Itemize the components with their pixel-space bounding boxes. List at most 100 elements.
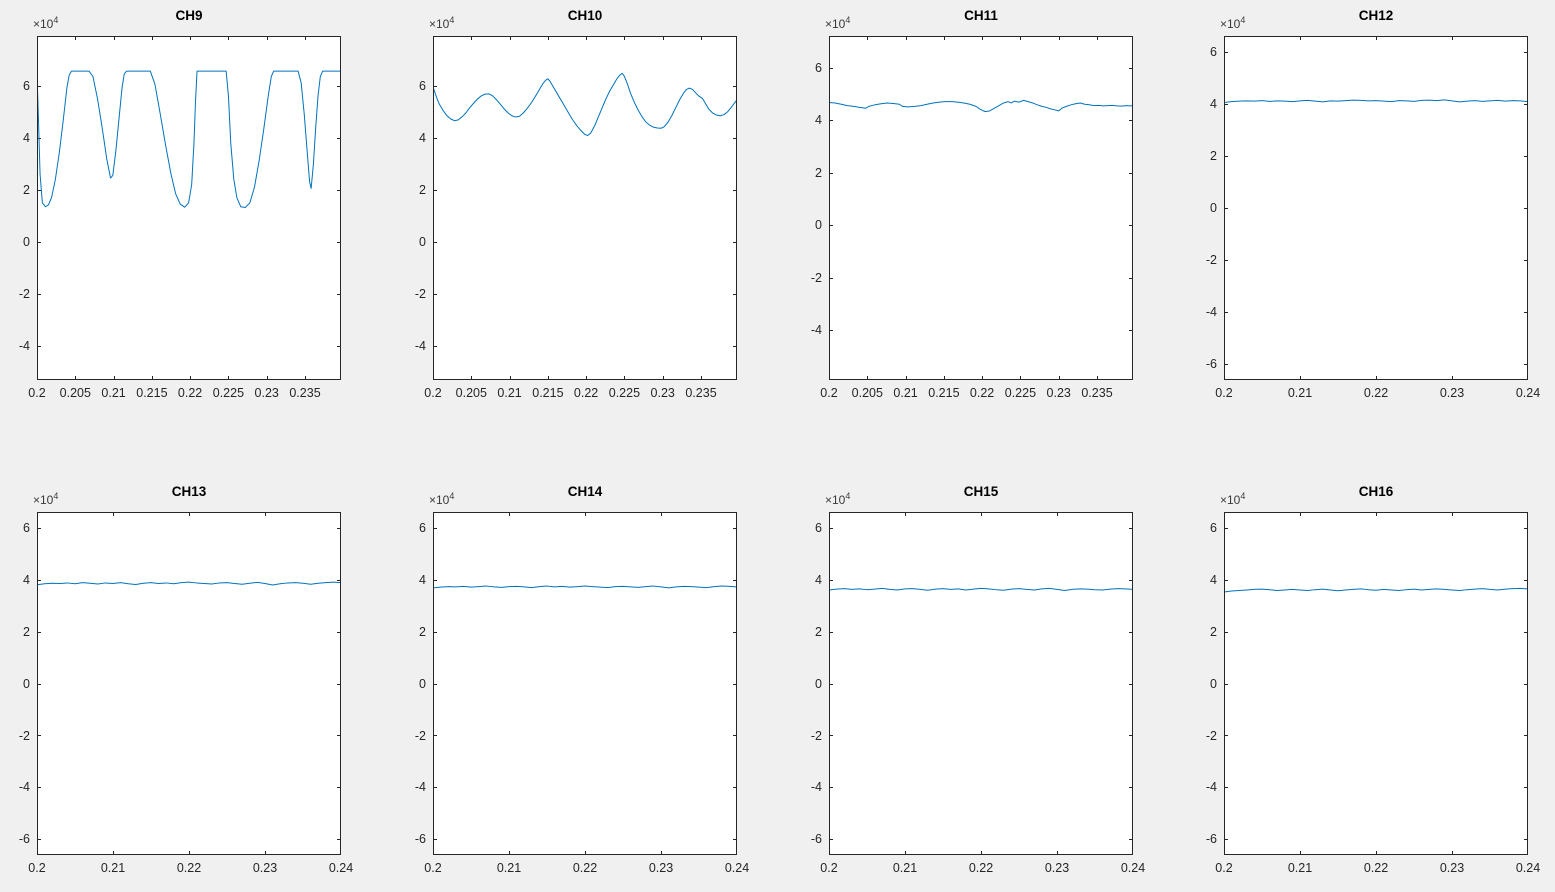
y-axis-exponent-label: ×104 (429, 491, 454, 507)
y-tick-label: 0 (1210, 200, 1217, 215)
exponent-base: ×10 (429, 17, 450, 31)
y-tick-label: 6 (815, 60, 822, 75)
y-tick-label: 2 (1210, 624, 1217, 639)
exponent-power: 4 (845, 491, 851, 501)
y-tick-label: -4 (414, 780, 426, 795)
x-tick-label: 0.23 (254, 386, 279, 400)
y-tick-label: 4 (419, 130, 426, 145)
x-tick-label: 0.22 (573, 386, 599, 400)
y-tick-label: 0 (1210, 676, 1217, 691)
x-tick-label: 0.21 (892, 861, 918, 875)
subplot-ch16: CH16 ×104 6 4 2 0 -2 -4 -6 0.2 0.21 0.22 0.23 0.24 (1206, 484, 1540, 874)
y-tick-label: -4 (18, 780, 30, 795)
x-tick-label: 0.21 (496, 861, 522, 875)
exponent-base: ×10 (429, 493, 450, 507)
exponent-base: ×10 (33, 493, 54, 507)
y-tick-label: 0 (815, 676, 822, 691)
plot-area-ch12[interactable] (1224, 36, 1528, 380)
data-line-ch14 (433, 585, 737, 589)
y-tick-label: -2 (1205, 728, 1217, 743)
axes-background (829, 36, 1133, 380)
subplot-ch9: CH9 ×104 6 4 2 0 -2 -4 0.2 0.205 0.21 0.215 0.22 0.22… (19, 8, 341, 399)
chart-title: CH14 (567, 484, 603, 499)
x-tick-label: 0.235 (1081, 386, 1113, 400)
chart-title: CH16 (1358, 484, 1394, 499)
y-tick-label: 4 (815, 112, 822, 127)
y-tick-label: 4 (815, 572, 822, 587)
y-tick-label: 6 (419, 78, 426, 93)
y-axis-exponent-label: ×104 (33, 15, 58, 31)
x-tick-label: 0.215 (136, 386, 168, 400)
y-tick-label: 2 (419, 182, 426, 197)
exponent-power: 4 (449, 491, 455, 501)
plot-area-ch13[interactable] (37, 512, 341, 855)
chart-title: CH13 (171, 484, 207, 499)
x-tick-label: 0.24 (1515, 386, 1541, 400)
axes-border (37, 512, 341, 855)
plot-area-ch15[interactable] (829, 512, 1133, 855)
x-tick-label: 0.21 (893, 386, 918, 400)
x-tick-label: 0.22 (1363, 386, 1389, 400)
x-tick-label: 0.205 (851, 386, 883, 400)
exponent-base: ×10 (1220, 493, 1241, 507)
exponent-base: ×10 (825, 493, 846, 507)
plot-area-ch16[interactable] (1224, 512, 1528, 855)
subplot-ch12: CH12 ×104 6 4 2 0 -2 -4 -6 0.2 0.21 0.22 0.23 0.24 (1206, 8, 1540, 399)
axes-border (829, 512, 1133, 855)
chart-title: CH10 (567, 8, 603, 23)
x-tick-label: 0.23 (650, 386, 675, 400)
axes-border (1224, 512, 1528, 855)
x-tick-label: 0.2 (424, 386, 442, 400)
y-tick-label: 2 (23, 182, 30, 197)
x-tick-label: 0.22 (1363, 861, 1389, 875)
y-tick-label: -6 (18, 832, 30, 847)
x-tick-label: 0.21 (1287, 386, 1313, 400)
y-tick-label: -2 (18, 728, 30, 743)
x-tick-label: 0.24 (724, 861, 750, 875)
data-line-ch10 (433, 72, 737, 137)
y-tick-label: 4 (1210, 572, 1217, 587)
exponent-base: ×10 (825, 17, 846, 31)
x-tick-label: 0.23 (252, 861, 278, 875)
y-tick-label: -2 (1205, 252, 1217, 267)
y-tick-label: 2 (815, 165, 822, 180)
x-tick-label: 0.22 (177, 386, 203, 400)
exponent-power: 4 (1240, 491, 1246, 501)
chart-title: CH9 (175, 8, 203, 23)
x-tick-label: 0.23 (1439, 386, 1465, 400)
y-axis-exponent-label: ×104 (429, 15, 454, 31)
axes-border (1224, 36, 1528, 380)
data-line-ch15 (829, 587, 1133, 591)
x-tick-label: 0.205 (455, 386, 487, 400)
y-tick-label: 6 (1210, 44, 1217, 59)
x-tick-label: 0.22 (176, 861, 202, 875)
exponent-power: 4 (53, 491, 59, 501)
y-axis-exponent-label: ×104 (825, 491, 850, 507)
exponent-base: ×10 (1220, 17, 1241, 31)
x-tick-label: 0.24 (328, 861, 354, 875)
y-tick-label: -4 (1205, 304, 1217, 319)
y-tick-label: -6 (1205, 832, 1217, 847)
y-tick-label: 2 (419, 624, 426, 639)
axes-border (433, 512, 737, 855)
axes-background (433, 36, 737, 380)
y-axis-exponent-label: ×104 (1220, 15, 1245, 31)
axes-background (433, 512, 737, 855)
data-line-ch11 (829, 99, 1133, 113)
plot-area-ch14[interactable] (433, 512, 737, 855)
plot-area-ch11[interactable] (829, 36, 1133, 380)
x-tick-label: 0.23 (1046, 386, 1071, 400)
x-tick-label: 0.2 (28, 386, 46, 400)
y-tick-label: 0 (419, 234, 426, 249)
y-tick-label: 6 (419, 520, 426, 535)
x-tick-label: 0.205 (59, 386, 91, 400)
plot-area-ch9[interactable] (37, 36, 341, 380)
x-tick-label: 0.215 (928, 386, 960, 400)
y-tick-label: -4 (810, 322, 822, 337)
plot-area-ch10[interactable] (433, 36, 737, 380)
x-tick-label: 0.235 (289, 386, 321, 400)
x-tick-label: 0.215 (532, 386, 564, 400)
chart-title: CH12 (1358, 8, 1394, 23)
x-tick-label: 0.21 (101, 386, 126, 400)
y-tick-label: 4 (23, 130, 30, 145)
